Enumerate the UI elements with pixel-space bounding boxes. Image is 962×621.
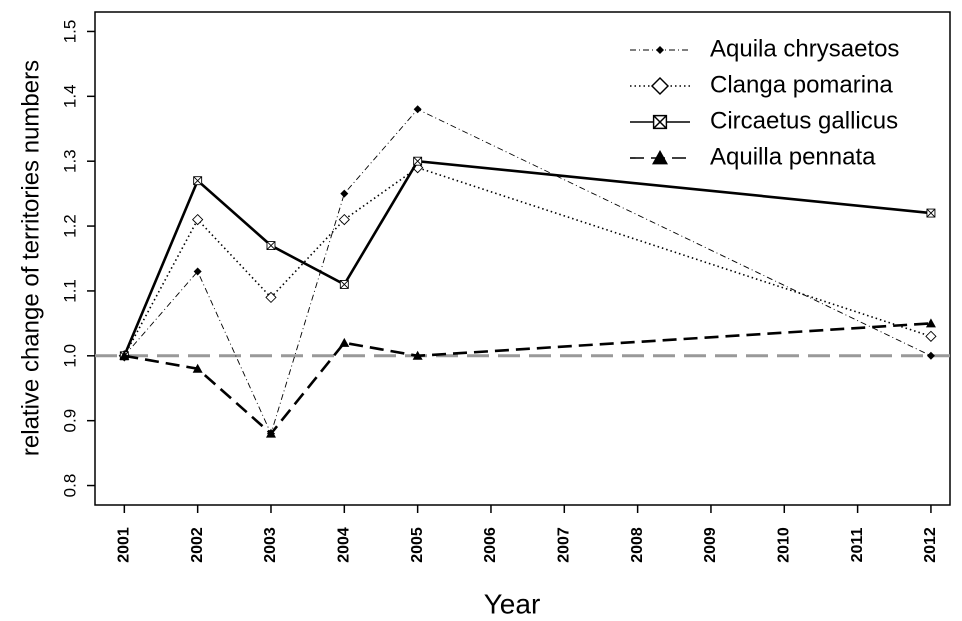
marker bbox=[339, 279, 349, 289]
marker bbox=[926, 208, 936, 218]
y-tick-label: 1.5 bbox=[60, 20, 79, 44]
y-tick-label: 1.3 bbox=[60, 149, 79, 173]
legend-label: Circaetus gallicus bbox=[710, 107, 898, 134]
y-tick-label: 1.1 bbox=[60, 279, 79, 303]
legend-label: Aquilla pennata bbox=[710, 143, 876, 170]
x-axis-title: Year bbox=[484, 588, 541, 619]
x-tick-label: 2011 bbox=[849, 528, 866, 563]
x-tick-label: 2012 bbox=[922, 527, 939, 563]
x-tick-label: 2008 bbox=[629, 527, 646, 563]
marker bbox=[925, 318, 936, 328]
marker bbox=[192, 363, 203, 373]
series-line bbox=[123, 159, 932, 357]
marker bbox=[339, 337, 350, 347]
y-tick-label: 0.9 bbox=[60, 409, 79, 433]
x-tick-label: 2002 bbox=[189, 527, 206, 563]
legend-marker bbox=[650, 76, 670, 96]
legend-marker bbox=[652, 150, 668, 165]
legend-label: Clanga pomarina bbox=[710, 71, 893, 98]
marker bbox=[192, 213, 204, 226]
legend-marker bbox=[652, 114, 668, 130]
x-tick-label: 2010 bbox=[775, 527, 792, 563]
x-tick-label: 2006 bbox=[482, 527, 499, 563]
x-tick-label: 2005 bbox=[409, 527, 426, 563]
marker bbox=[265, 428, 276, 438]
x-tick-label: 2003 bbox=[262, 527, 279, 563]
x-tick-label: 2004 bbox=[336, 527, 353, 563]
marker bbox=[925, 330, 937, 342]
x-tick-label: 2009 bbox=[702, 527, 719, 563]
series-line bbox=[123, 108, 932, 435]
plot-frame bbox=[94, 11, 951, 506]
y-tick-label: 0.8 bbox=[60, 474, 79, 498]
marker bbox=[338, 213, 350, 226]
marker bbox=[926, 351, 935, 360]
marker bbox=[119, 350, 130, 360]
marker bbox=[412, 350, 423, 360]
series-line bbox=[124, 322, 932, 436]
legend-label: Aquila chrysaetos bbox=[710, 35, 899, 62]
y-tick-label: 1.2 bbox=[60, 214, 79, 238]
y-axis-title: relative change of territories numbers bbox=[17, 60, 44, 456]
marker bbox=[265, 291, 277, 304]
marker bbox=[266, 241, 276, 250]
marker bbox=[413, 156, 423, 166]
marker bbox=[193, 267, 202, 276]
series-line bbox=[123, 166, 932, 357]
y-tick-label: 1.4 bbox=[60, 85, 79, 109]
x-tick-label: 2007 bbox=[556, 527, 573, 563]
marker bbox=[413, 105, 422, 114]
legend-marker bbox=[656, 46, 664, 54]
marker bbox=[193, 176, 203, 186]
marker bbox=[340, 189, 349, 198]
x-tick-label: 2001 bbox=[116, 527, 133, 563]
y-tick-label: 1.0 bbox=[60, 344, 79, 368]
